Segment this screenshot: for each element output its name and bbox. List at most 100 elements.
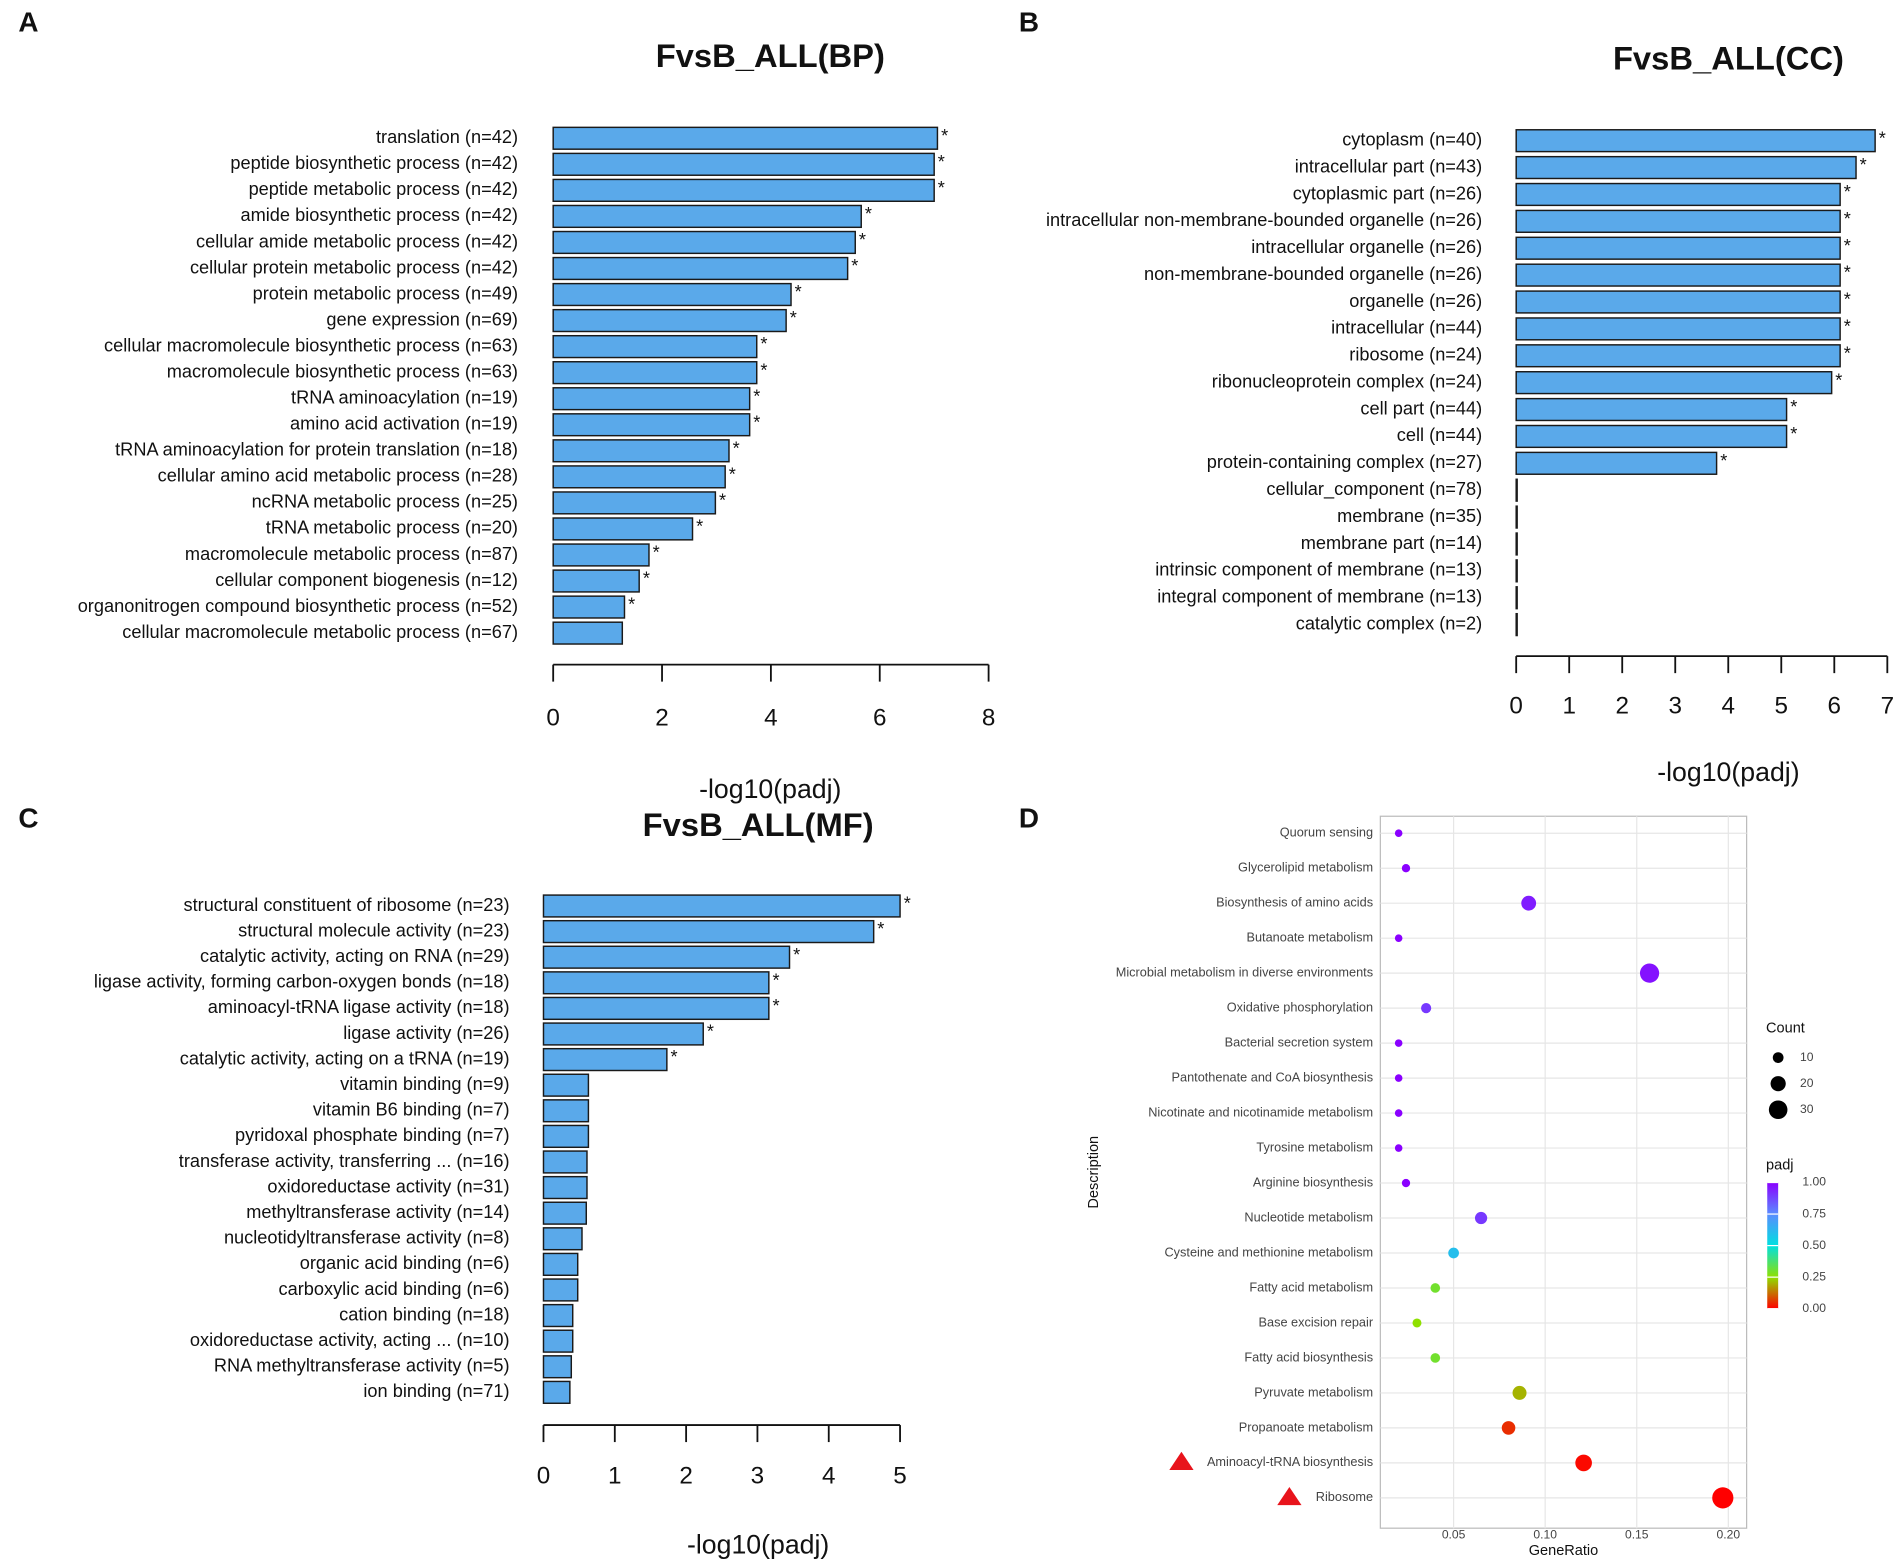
category-label: vitamin binding (n=9)	[340, 1074, 509, 1094]
category-label: Cysteine and methionine metabolism	[1165, 1244, 1374, 1259]
category-label: ligase activity, forming carbon-oxygen b…	[94, 972, 510, 992]
significance-label: *	[1844, 209, 1851, 229]
significance-label: *	[733, 438, 740, 458]
bar	[1515, 155, 1857, 180]
x-tick-label: 2	[679, 1463, 693, 1490]
bar	[1515, 371, 1833, 395]
point	[1394, 1039, 1403, 1047]
category-label: cellular protein metabolic process (n=42…	[190, 257, 518, 277]
point	[1394, 1109, 1403, 1117]
category-label: aminoacyl-tRNA ligase activity (n=18)	[208, 997, 510, 1017]
bar	[542, 1022, 704, 1046]
x-tick-label: 0	[1509, 692, 1523, 719]
x-tick-label: 0.20	[1717, 1528, 1741, 1542]
colorbar-label: 1.00	[1802, 1175, 1826, 1189]
bar	[552, 204, 862, 229]
category-label: protein-containing complex (n=27)	[1207, 452, 1483, 472]
bar	[542, 971, 770, 995]
bar	[1515, 236, 1841, 260]
bar	[552, 334, 758, 359]
significance-label: *	[670, 1047, 677, 1067]
significance-label: *	[1860, 155, 1867, 175]
category-label: tRNA aminoacylation (n=19)	[291, 388, 518, 408]
legend-point	[1772, 1052, 1784, 1063]
point	[1394, 829, 1403, 838]
bar	[1515, 559, 1518, 583]
bar	[1515, 182, 1841, 207]
category-label: vitamin B6 binding (n=7)	[313, 1100, 510, 1120]
x-tick-label: 8	[982, 705, 996, 732]
category-label: catalytic activity, acting on a tRNA (n=…	[180, 1048, 510, 1068]
x-tick-label: 0.10	[1533, 1528, 1557, 1542]
bar	[542, 1150, 588, 1174]
bar	[1515, 451, 1718, 475]
category-label: methyltransferase activity (n=14)	[246, 1202, 509, 1222]
point	[1401, 1178, 1411, 1188]
significance-label: *	[1844, 290, 1851, 310]
significance-label: *	[1844, 263, 1851, 283]
category-label: macromolecule metabolic process (n=87)	[185, 544, 518, 564]
bar	[1515, 263, 1841, 287]
point	[1430, 1353, 1441, 1363]
colorbar-label: 0.00	[1802, 1301, 1826, 1315]
point	[1448, 1247, 1459, 1259]
category-label: catalytic complex (n=2)	[1296, 613, 1483, 633]
category-label: tRNA aminoacylation for protein translat…	[115, 440, 518, 460]
significance-label: *	[1844, 182, 1851, 202]
category-label: Ribosome	[1316, 1489, 1373, 1504]
x-tick-label: 5	[893, 1463, 906, 1490]
bar	[542, 1099, 590, 1123]
panel-label: A	[18, 7, 38, 38]
bar	[542, 894, 901, 918]
category-label: structural molecule activity (n=23)	[238, 920, 509, 940]
bar	[552, 361, 758, 385]
category-label: Pyruvate metabolism	[1254, 1384, 1373, 1399]
category-label: oxidoreductase activity, acting ... (n=1…	[190, 1330, 510, 1350]
bar	[542, 1380, 571, 1404]
category-label: tRNA metabolic process (n=20)	[266, 518, 518, 538]
category-label: RNA methyltransferase activity (n=5)	[214, 1356, 510, 1376]
y-axis-label: Description	[1086, 1136, 1102, 1209]
significance-label: *	[653, 543, 660, 563]
category-label: intracellular non-membrane-bounded organ…	[1046, 210, 1482, 230]
bar	[1515, 344, 1841, 368]
bar	[542, 1227, 583, 1251]
panel-label: C	[18, 802, 38, 833]
category-label: nucleotidyltransferase activity (n=8)	[224, 1228, 510, 1248]
category-label: cellular amino acid metabolic process (n…	[158, 466, 518, 486]
bar	[1515, 586, 1518, 610]
bar	[542, 1201, 587, 1225]
category-label: Pantothenate and CoA biosynthesis	[1172, 1069, 1374, 1084]
category-label: Biosynthesis of amino acids	[1216, 895, 1373, 910]
category-label: Arginine biosynthesis	[1253, 1174, 1373, 1189]
significance-label: *	[760, 334, 767, 354]
x-axis-label: GeneRatio	[1529, 1543, 1599, 1559]
significance-label: *	[865, 204, 872, 224]
bar	[552, 178, 935, 202]
category-label: cytoplasm (n=40)	[1342, 130, 1482, 150]
bar	[1515, 209, 1841, 233]
significance-label: *	[643, 569, 650, 589]
category-label: cell part (n=44)	[1360, 398, 1482, 418]
bar	[542, 1047, 668, 1072]
bar	[552, 308, 787, 333]
category-label: Base excision repair	[1259, 1314, 1374, 1329]
point	[1394, 1074, 1403, 1082]
x-tick-label: 3	[751, 1463, 764, 1490]
category-label: cellular amide metabolic process (n=42)	[196, 231, 518, 251]
category-label: ribonucleoprotein complex (n=24)	[1212, 371, 1482, 391]
bar	[1515, 532, 1518, 556]
x-tick-label: 0.15	[1625, 1528, 1649, 1542]
legend-label: 10	[1800, 1050, 1814, 1064]
significance-label: *	[1844, 236, 1851, 256]
category-label: Nicotinate and nicotinamide metabolism	[1148, 1104, 1373, 1119]
legend-title: Count	[1766, 1020, 1805, 1036]
point	[1512, 1385, 1527, 1400]
category-label: membrane (n=35)	[1337, 506, 1482, 526]
bar	[1515, 290, 1841, 314]
significance-label: *	[1844, 316, 1851, 336]
bar	[1515, 478, 1518, 502]
category-label: catalytic activity, acting on RNA (n=29)	[200, 946, 510, 966]
point	[1412, 1318, 1422, 1328]
